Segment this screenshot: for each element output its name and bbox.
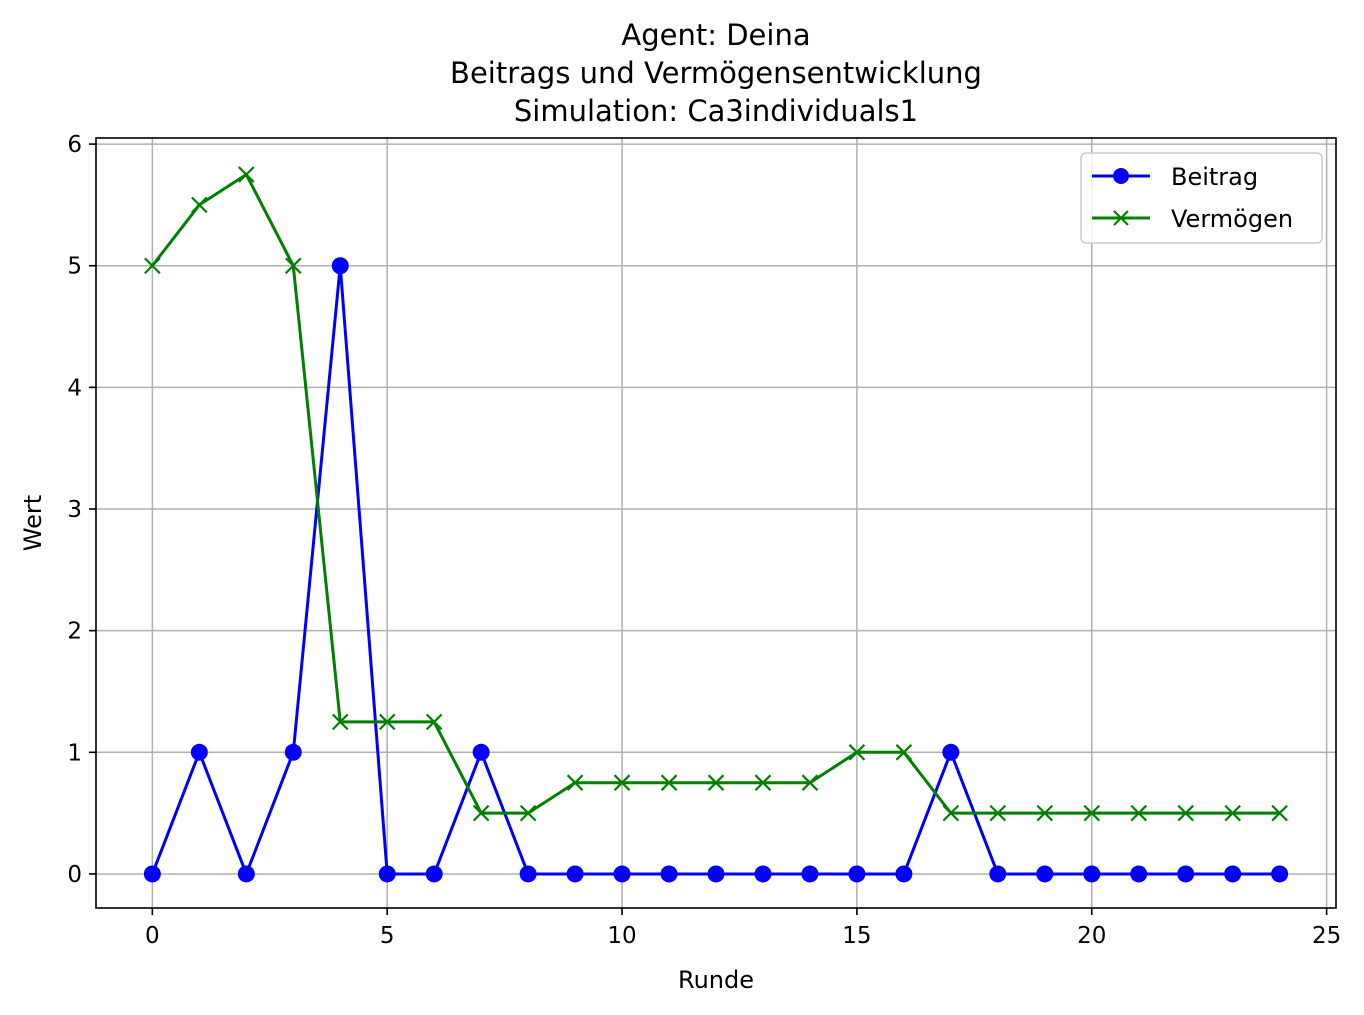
data-point-vermoegen (566, 774, 584, 791)
data-point-beitrag (566, 865, 584, 883)
axis-ticks: 0 5 10 15 20 25 0 1 2 3 4 5 6 (67, 132, 1341, 949)
data-point-vermoegen (848, 744, 866, 761)
data-point-beitrag (1083, 865, 1101, 883)
x-tick-label: 5 (380, 923, 395, 949)
x-tick-label: 20 (1077, 923, 1106, 949)
data-point-beitrag (1036, 865, 1054, 883)
data-point-vermoegen (1224, 804, 1241, 822)
legend-marker-beitrag (1113, 168, 1129, 184)
data-point-vermoegen (660, 774, 678, 791)
data-point-vermoegen (144, 257, 161, 275)
y-tick-label: 3 (67, 497, 82, 523)
y-tick-label: 2 (67, 619, 82, 645)
data-point-beitrag (378, 865, 396, 883)
data-point-vermoegen (754, 774, 772, 791)
y-tick-label: 5 (67, 254, 82, 280)
legend-label-vermoegen: Vermögen (1171, 205, 1293, 233)
data-point-vermoegen (1036, 804, 1054, 822)
data-point-beitrag (425, 865, 443, 883)
legend: Beitrag Vermögen (1080, 152, 1323, 244)
data-point-vermoegen (895, 744, 913, 761)
data-point-beitrag (1271, 865, 1289, 883)
data-point-beitrag (190, 743, 208, 761)
plot-series (143, 166, 1289, 883)
data-point-vermoegen (613, 774, 631, 791)
data-point-vermoegen (1271, 804, 1288, 822)
data-point-vermoegen (1130, 804, 1148, 822)
grid (96, 138, 1336, 908)
data-point-beitrag (848, 865, 866, 883)
title-line-1: Agent: Deina (621, 18, 810, 52)
x-tick-label: 10 (607, 923, 636, 949)
data-point-vermoegen (942, 804, 960, 822)
data-point-vermoegen (472, 804, 490, 822)
y-tick-label: 1 (67, 740, 82, 766)
legend-label-beitrag: Beitrag (1171, 163, 1258, 191)
y-axis-label: Wert (19, 495, 47, 551)
data-point-vermoegen (191, 196, 208, 214)
data-point-beitrag (1224, 865, 1242, 883)
data-point-beitrag (660, 865, 678, 883)
data-point-beitrag (895, 865, 913, 883)
title-line-3: Simulation: Ca3individuals1 (514, 94, 918, 128)
data-point-vermoegen (284, 257, 302, 275)
data-point-beitrag (942, 743, 960, 761)
x-tick-label: 15 (842, 923, 871, 949)
data-point-beitrag (754, 865, 772, 883)
data-point-vermoegen (989, 804, 1007, 822)
x-tick-label: 25 (1312, 923, 1341, 949)
chart-title: Agent: Deina Beitrags und Vermögensentwi… (450, 18, 982, 128)
x-axis-label: Runde (678, 966, 754, 994)
title-line-2: Beitrags und Vermögensentwicklung (450, 56, 982, 90)
data-point-vermoegen (378, 713, 396, 731)
data-point-vermoegen (801, 774, 819, 791)
data-point-vermoegen (1177, 804, 1194, 822)
data-point-beitrag (1177, 865, 1195, 883)
data-point-beitrag (801, 865, 819, 883)
y-tick-label: 6 (67, 132, 82, 158)
data-point-beitrag (237, 865, 255, 883)
data-point-vermoegen (1083, 804, 1101, 822)
legend-marker-vermoegen (1113, 210, 1129, 226)
data-point-beitrag (707, 865, 725, 883)
data-point-beitrag (613, 865, 631, 883)
data-point-beitrag (1130, 865, 1148, 883)
y-tick-label: 0 (67, 862, 82, 888)
data-point-vermoegen (331, 713, 349, 731)
plot-frame (95, 137, 1337, 909)
data-point-beitrag (284, 743, 302, 761)
data-point-beitrag (331, 257, 349, 275)
y-tick-label: 4 (67, 375, 82, 401)
data-point-vermoegen (425, 713, 443, 731)
data-point-beitrag (519, 865, 537, 883)
data-point-beitrag (472, 743, 490, 761)
data-point-vermoegen (238, 166, 255, 183)
data-point-beitrag (989, 865, 1007, 883)
data-point-vermoegen (707, 774, 725, 791)
data-point-beitrag (143, 865, 161, 883)
x-tick-label: 0 (145, 923, 160, 949)
data-point-vermoegen (519, 804, 537, 822)
